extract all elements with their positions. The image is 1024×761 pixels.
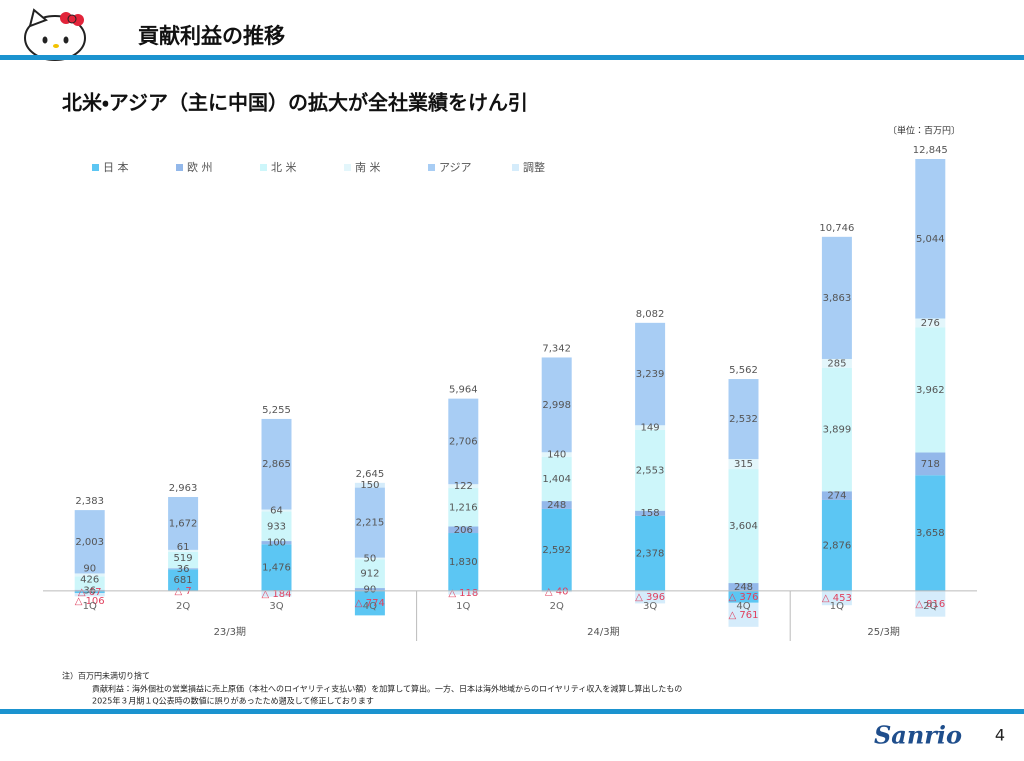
value-label: 519	[174, 553, 193, 564]
value-label: 61	[177, 542, 190, 553]
x-tick-label: 1Q	[83, 601, 97, 612]
value-label: 36	[177, 564, 190, 575]
legend-swatch	[512, 164, 519, 171]
total-label: 2,963	[169, 483, 198, 494]
footer-rule	[0, 709, 1024, 714]
value-label: 5,044	[916, 234, 945, 245]
legend-label: 欧 州	[187, 160, 213, 174]
value-label: 3,863	[823, 293, 852, 304]
total-label: 2,645	[356, 469, 385, 480]
value-label: △ 7	[174, 586, 191, 597]
subtitle: 北米・アジア（主に中国）の拡大が全社業績をけん引	[62, 91, 528, 115]
note: 2025年３月期１Q公表時の数値に誤りがあったため遡及して修正しております	[92, 696, 374, 706]
legend-label: 日 本	[103, 160, 129, 174]
value-label: 426	[80, 574, 99, 585]
logo: Sanrio	[874, 721, 962, 750]
value-label: 150	[360, 480, 379, 491]
value-label: 2,553	[636, 465, 665, 476]
total-label: 8,082	[636, 309, 665, 320]
legend-label: 南 米	[355, 161, 381, 174]
value-label: 2,532	[729, 414, 758, 425]
group-label: 23/3期	[214, 626, 246, 638]
value-label: 1,672	[169, 518, 198, 529]
x-tick-label: 4Q	[736, 601, 750, 612]
value-label: 3,604	[729, 521, 758, 532]
value-label: 64	[270, 506, 283, 517]
note: 貢献利益：海外個社の営業損益に売上原価（本社へのロイヤリティ支払い額）を加算して…	[92, 684, 682, 694]
value-label: 276	[921, 318, 940, 329]
value-label: 274	[827, 491, 846, 502]
x-tick-label: 1Q	[456, 601, 470, 612]
value-label: 50	[364, 553, 377, 564]
value-label: 90	[83, 563, 96, 574]
x-tick-label: 1Q	[830, 601, 844, 612]
value-label: 718	[921, 459, 940, 470]
kitty-icon	[25, 10, 85, 60]
note: 注）百万円未満切り捨て	[62, 671, 150, 681]
value-label: 912	[360, 569, 379, 580]
total-label: 10,746	[819, 223, 854, 234]
value-label: △ 40	[545, 587, 569, 598]
legend-swatch	[92, 164, 99, 171]
value-label: 2,706	[449, 436, 478, 447]
value-label: 2,865	[262, 459, 291, 470]
value-label: △ 118	[448, 588, 478, 599]
value-label: 122	[454, 481, 473, 492]
value-label: 1,216	[449, 502, 478, 513]
value-label: 1,476	[262, 563, 291, 574]
value-label: 2,592	[542, 545, 571, 556]
total-label: 5,562	[729, 365, 758, 376]
total-label: 2,383	[75, 496, 104, 507]
legend-label: 北 米	[271, 161, 297, 174]
value-label: 149	[641, 423, 660, 434]
legend-label: 調整	[523, 160, 545, 174]
group-label: 25/3期	[867, 626, 899, 638]
value-label: 1,830	[449, 557, 478, 568]
page-number: 4	[995, 726, 1005, 745]
value-label: 3,239	[636, 369, 665, 380]
value-label: 933	[267, 521, 286, 532]
x-tick-label: 3Q	[643, 601, 657, 612]
group-label: 24/3期	[587, 626, 619, 638]
value-label: 248	[547, 500, 566, 511]
chart: 日 本欧 州北 米南 米アジア調整△ 6736426902,003△ 1062,…	[43, 145, 977, 641]
unit-label: 〔単位：百万円〕	[888, 125, 960, 137]
value-label: 2,003	[75, 537, 104, 548]
x-tick-label: 2Q	[550, 601, 564, 612]
value-label: 90	[364, 584, 377, 595]
value-label: 3,962	[916, 385, 945, 396]
legend-swatch	[428, 164, 435, 171]
value-label: 206	[454, 525, 473, 536]
value-label: 2,998	[542, 400, 571, 411]
value-label: 2,378	[636, 548, 665, 559]
value-label: 3,899	[823, 425, 852, 436]
value-label: 285	[827, 358, 846, 369]
legend-swatch	[344, 164, 351, 171]
legend-swatch	[260, 164, 267, 171]
total-label: 5,255	[262, 405, 291, 416]
header-rule	[0, 55, 1024, 60]
total-label: 12,845	[913, 145, 948, 156]
value-label: 315	[734, 459, 753, 470]
value-label: 2,876	[823, 540, 852, 551]
value-label: 681	[174, 575, 193, 586]
x-tick-label: 4Q	[363, 601, 377, 612]
legend-swatch	[176, 164, 183, 171]
total-label: 5,964	[449, 385, 478, 396]
slide-title: 貢献利益の推移	[138, 24, 285, 48]
total-label: 7,342	[542, 343, 571, 354]
value-label: 3,658	[916, 528, 945, 539]
legend-label: アジア	[439, 161, 472, 174]
value-label: 158	[641, 508, 660, 519]
x-tick-label: 2Q	[923, 601, 937, 612]
value-label: 140	[547, 449, 566, 460]
value-label: 1,404	[542, 474, 571, 485]
value-label: 100	[267, 538, 286, 549]
x-tick-label: 3Q	[269, 601, 283, 612]
x-tick-label: 2Q	[176, 601, 190, 612]
value-label: 2,215	[356, 518, 385, 529]
